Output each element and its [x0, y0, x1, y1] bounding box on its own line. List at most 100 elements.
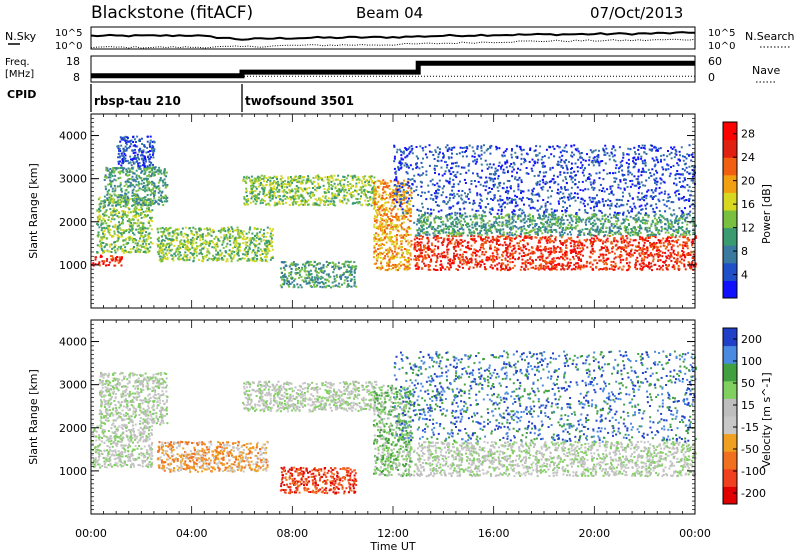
range-cell [403, 179, 406, 182]
range-cell [351, 202, 354, 205]
range-cell [353, 275, 356, 278]
range-cell [453, 260, 455, 263]
range-cell [128, 228, 131, 231]
range-cell [373, 206, 376, 209]
range-cell [120, 189, 123, 192]
range-cell [298, 276, 301, 279]
range-cell [122, 138, 125, 141]
range-cell [137, 196, 140, 199]
range-cell [259, 202, 262, 205]
range-cell [388, 207, 391, 210]
range-cell [164, 234, 167, 237]
range-cell [210, 257, 213, 260]
range-cell [653, 245, 656, 248]
range-cell [366, 190, 369, 193]
range-cell [325, 260, 328, 263]
range-cell [682, 241, 685, 244]
range-cell [116, 234, 119, 237]
range-cell [520, 265, 523, 268]
range-cell [378, 195, 381, 197]
range-cell [151, 209, 154, 212]
range-cell [123, 231, 126, 234]
range-cell [418, 241, 420, 244]
range-cell [132, 218, 134, 221]
range-cell [108, 231, 111, 234]
range-cell [281, 186, 284, 189]
range-cell [669, 236, 672, 239]
range-cell [453, 252, 455, 255]
range-cell [212, 241, 214, 244]
range-cell [436, 237, 439, 240]
range-cell [475, 254, 478, 257]
range-cell [100, 222, 103, 225]
range-cell [314, 198, 317, 201]
range-cell [505, 254, 508, 257]
range-cell [489, 230, 492, 233]
range-cell [273, 187, 276, 190]
range-cell [546, 241, 549, 244]
range-cell [99, 205, 102, 208]
range-cell [280, 276, 282, 279]
range-cell [333, 174, 336, 177]
range-cell [604, 241, 607, 244]
range-cell [189, 248, 191, 251]
range-cell [529, 252, 532, 255]
range-cell [142, 159, 145, 162]
range-cell [273, 181, 276, 184]
range-cell [124, 196, 127, 199]
range-cell [244, 253, 247, 256]
range-cell [323, 191, 326, 194]
range-cell [124, 157, 127, 160]
range-cell [266, 231, 269, 234]
range-cell [263, 256, 266, 258]
range-cell [468, 267, 471, 270]
range-cell [158, 252, 161, 255]
range-cell [649, 242, 652, 245]
range-cell [293, 196, 296, 199]
range-cell [308, 186, 311, 189]
range-cell [149, 181, 152, 184]
range-cell [289, 198, 292, 201]
range-cell [333, 182, 336, 185]
range-cell [622, 258, 625, 261]
range-cell [331, 265, 334, 268]
range-cell [129, 181, 132, 184]
range-cell [333, 268, 336, 271]
range-cell [247, 248, 250, 251]
range-cell [109, 208, 112, 211]
range-cell [120, 144, 123, 147]
range-cell [125, 142, 128, 144]
date-title: 07/Oct/2013 [590, 4, 683, 22]
range-cell [654, 236, 657, 239]
range-cell [132, 172, 135, 175]
range-cell [598, 256, 601, 259]
range-cell [251, 232, 254, 235]
range-cell [343, 197, 346, 200]
range-cell [271, 191, 274, 193]
range-cell [594, 234, 597, 237]
range-cell [238, 229, 241, 232]
range-cell [147, 234, 149, 237]
range-cell [124, 205, 127, 208]
freq-label-line1: Freq. [5, 57, 30, 68]
range-cell [496, 267, 499, 270]
range-cell [533, 252, 536, 255]
range-cell [628, 241, 631, 243]
range-cell [485, 259, 488, 262]
range-cell [403, 209, 406, 212]
range-cell [109, 171, 112, 174]
range-cell [537, 267, 540, 270]
range-cell [225, 245, 228, 248]
range-cell [144, 227, 147, 230]
range-cell [162, 204, 165, 206]
range-cell [644, 248, 647, 251]
range-cell [149, 241, 152, 244]
range-cell [283, 194, 286, 197]
range-cell [589, 228, 592, 230]
range-cell [288, 285, 291, 288]
range-cell [233, 239, 236, 242]
range-cell [113, 193, 116, 196]
range-cell [142, 149, 145, 152]
range-cell [159, 244, 162, 247]
range-cell [350, 285, 353, 288]
